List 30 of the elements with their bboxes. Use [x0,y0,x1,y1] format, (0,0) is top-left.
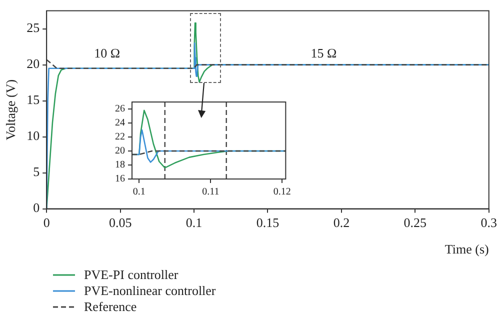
y-tick-label: 25 [26,20,40,36]
x-tick-label: 0.2 [333,215,350,230]
y-tick-label: 0 [33,200,40,216]
y-tick-label: 20 [26,56,40,72]
x-axis-title: Time (s) [444,242,489,257]
y-tick-label: 15 [26,92,40,108]
x-tick-label: 0.1 [132,186,146,198]
x-tick-label: 0.1 [186,215,202,230]
x-tick-label: 0.05 [108,215,132,230]
annotation: 10 Ω [94,46,120,61]
y-tick-label: 16 [115,174,125,185]
legend-label: PVE-PI controller [84,267,178,283]
x-tick-label: 0.11 [202,186,220,198]
line-series [46,59,489,70]
legend-label: Reference [84,299,137,315]
y-tick-label: 18 [115,160,125,171]
annotation: 15 Ω [310,46,337,61]
x-tick-label: 0.3 [480,215,497,230]
x-tick-label: 0.15 [256,215,280,230]
legend-label: PVE-nonlinear controller [84,283,216,299]
x-tick-label: 0.25 [404,215,427,230]
x-tick-label: 0.12 [273,186,291,198]
y-tick-label: 20 [115,146,125,157]
x-tick-label: 0 [43,215,50,230]
y-tick-label: 22 [115,132,125,143]
y-axis-title: Voltage (V) [3,79,18,140]
y-tick-label: 10 [26,128,40,144]
y-tick-label: 5 [33,164,40,180]
y-tick-label: 26 [115,104,125,115]
y-tick-label: 24 [115,118,125,129]
